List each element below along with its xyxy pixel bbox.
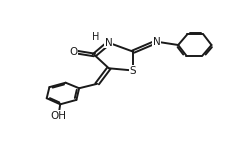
- Text: N: N: [105, 38, 113, 48]
- Text: OH: OH: [51, 111, 66, 121]
- Text: N: N: [153, 37, 161, 47]
- Text: H: H: [92, 32, 99, 42]
- Text: S: S: [130, 66, 136, 75]
- Text: O: O: [70, 47, 78, 57]
